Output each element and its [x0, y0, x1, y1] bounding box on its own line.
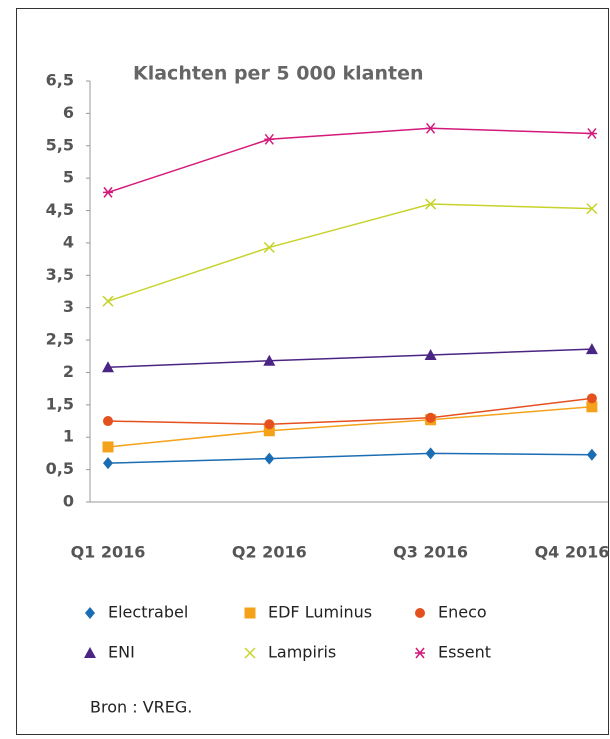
data-point	[586, 448, 597, 461]
y-tick-label: 5,5	[46, 135, 74, 154]
legend-label: ENI	[108, 643, 135, 662]
frame	[16, 8, 609, 735]
series-line	[107, 348, 592, 369]
legend-marker	[244, 647, 256, 659]
series-line	[107, 452, 592, 464]
x-tick-label: Q3 2016	[393, 543, 468, 562]
data-point	[586, 393, 597, 404]
legend-label: EDF Luminus	[268, 603, 372, 622]
legend-label: Lampiris	[268, 643, 336, 662]
series-line	[107, 397, 592, 426]
legend-marker	[415, 647, 425, 659]
data-point	[102, 361, 114, 373]
y-tick-label: 2	[63, 362, 74, 381]
chart-title: Klachten per 5 000 klanten	[133, 63, 424, 85]
series-line	[107, 203, 592, 302]
data-point	[263, 425, 275, 437]
data-point	[263, 354, 276, 366]
y-tick-label: 2,5	[46, 330, 74, 349]
data-point	[103, 457, 113, 470]
data-point	[424, 348, 437, 360]
data-point	[103, 186, 113, 198]
y-tick-label: 1,5	[46, 394, 74, 413]
series-line	[107, 406, 592, 448]
legend-marker	[85, 607, 95, 619]
source: Bron : VREG.	[90, 698, 192, 717]
legend-marker	[244, 607, 256, 619]
y-tick-label: 3	[63, 297, 74, 316]
legend-label: Eneco	[438, 603, 487, 622]
y-tick-label: 4,5	[46, 200, 74, 219]
y-tick-label: 6	[63, 103, 74, 122]
x-tick-label: Q1 2016	[71, 543, 146, 562]
data-point	[264, 133, 275, 145]
data-point	[586, 203, 598, 215]
y-tick-label: 0	[63, 492, 74, 511]
y-tick-label: 1	[63, 427, 74, 446]
y-tick-label: 3,5	[46, 265, 74, 284]
data-point	[425, 122, 436, 134]
data-point	[425, 198, 437, 210]
series-line	[107, 127, 592, 194]
legend-marker	[84, 647, 96, 658]
data-point	[102, 295, 114, 307]
data-point	[586, 127, 597, 139]
legend-marker	[415, 608, 425, 618]
x-tick-label: Q4 2016	[535, 543, 610, 562]
data-point	[264, 419, 275, 430]
data-point	[263, 241, 275, 253]
data-point	[585, 343, 598, 355]
data-point	[425, 447, 436, 460]
legend-label: Essent	[438, 643, 491, 662]
y-tick-label: 0,5	[46, 459, 74, 478]
data-point	[425, 412, 436, 423]
legend-label: Electrabel	[108, 603, 188, 622]
data-point	[264, 452, 275, 465]
x-tick-label: Q2 2016	[232, 543, 307, 562]
data-point	[103, 416, 113, 427]
data-point	[586, 401, 598, 413]
y-tick-label: 6,5	[46, 71, 74, 90]
y-tick-label: 5	[63, 168, 74, 187]
y-tick-label: 4	[63, 232, 74, 251]
data-point	[102, 441, 114, 453]
